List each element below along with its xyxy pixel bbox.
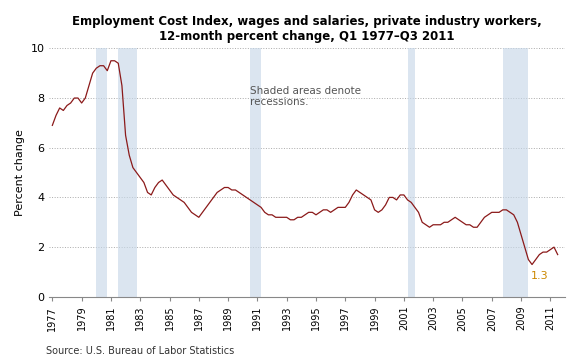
Bar — [118, 48, 136, 297]
Bar — [408, 48, 415, 297]
Text: 1.3: 1.3 — [531, 271, 548, 281]
Title: Employment Cost Index, wages and salaries, private industry workers,
12-month pe: Employment Cost Index, wages and salarie… — [72, 15, 542, 43]
Y-axis label: Percent change: Percent change — [15, 129, 25, 216]
Text: Shaded areas denote
recessions.: Shaded areas denote recessions. — [250, 86, 361, 107]
Bar — [96, 48, 107, 297]
Text: Source: U.S. Bureau of Labor Statistics: Source: U.S. Bureau of Labor Statistics — [46, 346, 235, 356]
Bar — [250, 48, 261, 297]
Bar — [503, 48, 528, 297]
